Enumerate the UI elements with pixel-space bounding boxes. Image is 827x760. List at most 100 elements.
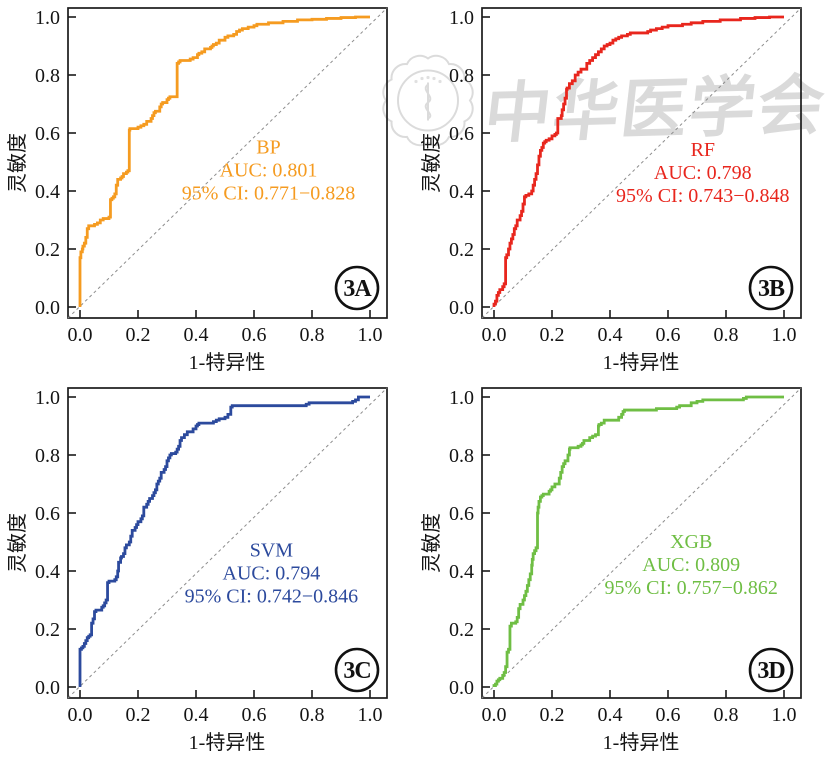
y-tick-label: 1.0 (35, 7, 60, 29)
annotation: BP AUC: 0.801 95% CI: 0.771−0.828 (182, 136, 356, 204)
y-tick-label: 0.4 (35, 561, 60, 583)
y-tick-label: 0.0 (449, 297, 474, 319)
x-tick-label: 1.0 (772, 704, 797, 726)
y-tick-label: 0.0 (35, 297, 60, 319)
y-tick-label: 1.0 (449, 387, 474, 409)
panel-badge: 3C (334, 647, 380, 693)
model-label: XGB (670, 531, 712, 553)
auc-label: AUC: 0.809 (642, 554, 740, 576)
ci-label: 95% CI: 0.742−0.846 (185, 586, 359, 608)
y-tick-label: 0.4 (449, 181, 474, 203)
panel-badge-circle (334, 265, 380, 311)
y-axis-label: 灵敏度 (6, 513, 29, 573)
model-label: SVM (250, 540, 294, 562)
reference-diagonal (481, 7, 802, 319)
plot-frame (67, 7, 388, 319)
x-tick-label: 0.0 (68, 324, 93, 346)
x-tick-label: 0.2 (540, 324, 565, 346)
x-tick-label: 0.0 (482, 704, 507, 726)
auc-label: AUC: 0.798 (654, 162, 752, 184)
x-tick-label: 1.0 (358, 324, 383, 346)
model-label: RF (691, 139, 715, 161)
reference-diagonal (481, 387, 802, 699)
x-tick-label: 0.8 (714, 324, 739, 346)
x-tick-label: 0.4 (598, 704, 623, 726)
panel-badge-label: 3A (343, 276, 372, 302)
y-tick-label: 0.4 (449, 561, 474, 583)
ci-label: 95% CI: 0.757−0.862 (604, 577, 778, 599)
roc-curve (492, 15, 784, 307)
panel-badge-circle (748, 265, 794, 311)
y-axis-ticks: 0.0 0.2 0.4 0.6 0.8 1.0 (449, 387, 490, 699)
x-tick-label: 0.8 (714, 704, 739, 726)
x-tick-label: 0.8 (300, 704, 325, 726)
model-label: BP (256, 136, 280, 158)
plot-frame (481, 7, 802, 319)
roc-panel-3b: 0.0 0.2 0.4 0.6 0.8 1.0 0.0 0.2 0.4 0.6 0.8 1.0 1-… (414, 0, 827, 380)
y-tick-label: 0.8 (35, 445, 60, 467)
y-axis-ticks: 0.0 0.2 0.4 0.6 0.8 1.0 (35, 387, 76, 699)
y-tick-label: 0.6 (35, 503, 60, 525)
x-tick-label: 0.6 (656, 704, 681, 726)
x-tick-label: 0.4 (184, 704, 209, 726)
plot-frame (67, 387, 388, 699)
x-tick-label: 0.4 (184, 324, 209, 346)
y-tick-label: 0.4 (35, 181, 60, 203)
panel-badge-label: 3C (343, 658, 370, 684)
x-axis-label: 1-特异性 (189, 731, 266, 754)
roc-panel-3a: 0.0 0.2 0.4 0.6 0.8 1.0 0.0 0.2 0.4 0.6 0.8 1.0 1-… (0, 0, 413, 380)
y-tick-label: 0.8 (35, 65, 60, 87)
roc-panel-3d: 0.0 0.2 0.4 0.6 0.8 1.0 0.0 0.2 0.4 0.6 0.8 1.0 1-… (414, 380, 827, 760)
y-tick-label: 0.2 (35, 619, 60, 641)
x-axis-ticks: 0.0 0.2 0.4 0.6 0.8 1.0 (68, 310, 383, 346)
auc-label: AUC: 0.801 (220, 159, 318, 181)
x-tick-label: 0.6 (656, 324, 681, 346)
x-tick-label: 1.0 (772, 324, 797, 346)
annotation: RF AUC: 0.798 95% CI: 0.743−0.848 (616, 139, 790, 207)
panel-badge: 3A (334, 265, 380, 311)
x-tick-label: 1.0 (358, 704, 383, 726)
y-axis-ticks: 0.0 0.2 0.4 0.6 0.8 1.0 (35, 7, 76, 319)
panel-badge: 3D (748, 647, 794, 693)
y-tick-label: 0.8 (449, 65, 474, 87)
y-tick-label: 0.2 (449, 619, 474, 641)
roc-panel-3c: 0.0 0.2 0.4 0.6 0.8 1.0 0.0 0.2 0.4 0.6 0.8 1.0 1-… (0, 380, 413, 760)
reference-diagonal (67, 387, 388, 699)
y-tick-label: 0.0 (449, 677, 474, 699)
auc-label: AUC: 0.794 (223, 563, 321, 585)
y-tick-label: 0.6 (449, 123, 474, 145)
x-tick-label: 0.8 (300, 324, 325, 346)
x-tick-label: 0.2 (540, 704, 565, 726)
x-tick-label: 0.0 (482, 324, 507, 346)
ci-label: 95% CI: 0.743−0.848 (616, 185, 790, 207)
reference-diagonal (67, 7, 388, 319)
x-axis-ticks: 0.0 0.2 0.4 0.6 0.8 1.0 (68, 690, 383, 726)
ci-label: 95% CI: 0.771−0.828 (182, 182, 356, 204)
x-tick-label: 0.6 (242, 704, 267, 726)
y-tick-label: 1.0 (449, 7, 474, 29)
annotation: SVM AUC: 0.794 95% CI: 0.742−0.846 (185, 540, 359, 608)
panel-badge-label: 3D (757, 658, 785, 684)
y-axis-ticks: 0.0 0.2 0.4 0.6 0.8 1.0 (449, 7, 490, 319)
x-tick-label: 0.4 (598, 324, 623, 346)
y-tick-label: 0.6 (449, 503, 474, 525)
x-axis-label: 1-特异性 (603, 731, 680, 754)
roc-curve (78, 15, 370, 307)
x-tick-label: 0.0 (68, 704, 93, 726)
y-tick-label: 0.2 (449, 239, 474, 261)
panel-badge-label: 3B (758, 276, 785, 302)
plot-frame (481, 387, 802, 699)
x-tick-label: 0.2 (126, 704, 151, 726)
y-axis-label: 灵敏度 (420, 133, 443, 193)
x-axis-label: 1-特异性 (603, 351, 680, 374)
panel-badge-circle (748, 647, 794, 693)
x-axis-ticks: 0.0 0.2 0.4 0.6 0.8 1.0 (482, 690, 797, 726)
roc-curve (492, 395, 784, 687)
y-tick-label: 0.2 (35, 239, 60, 261)
x-tick-label: 0.6 (242, 324, 267, 346)
panel-badge-circle (334, 647, 380, 693)
y-axis-label: 灵敏度 (6, 133, 29, 193)
x-tick-label: 0.2 (126, 324, 151, 346)
y-axis-label: 灵敏度 (420, 513, 443, 573)
panel-badge: 3B (748, 265, 794, 311)
